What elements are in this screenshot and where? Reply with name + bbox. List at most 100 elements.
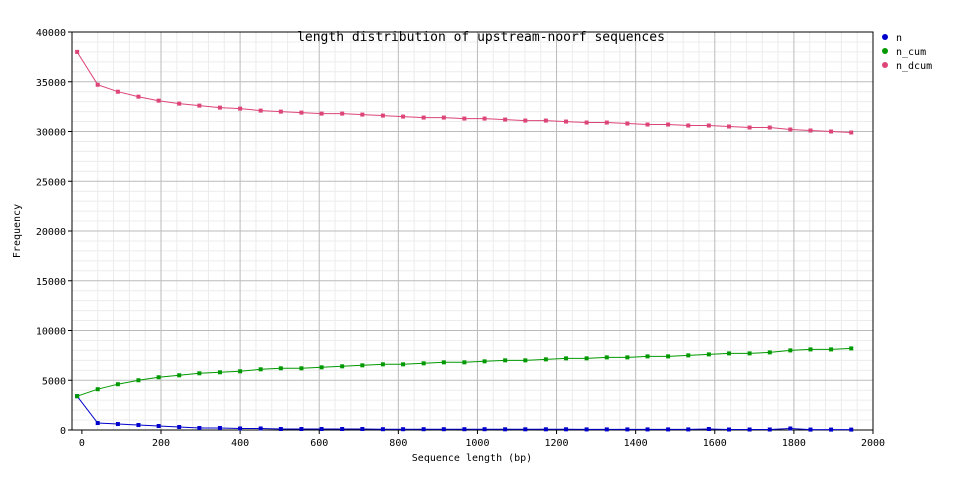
data-point-n-dcum — [747, 125, 752, 130]
data-point-n-cum — [95, 387, 100, 392]
data-point-n — [217, 426, 222, 431]
data-point-n-cum — [421, 361, 426, 366]
data-point-n-dcum — [727, 124, 732, 129]
data-point-n-dcum — [706, 123, 711, 128]
data-point-n-cum — [136, 378, 141, 383]
legend: n n_cum n_dcum — [882, 33, 932, 72]
data-point-n — [706, 427, 711, 432]
data-point-n-cum — [727, 351, 732, 356]
x-axis-label: Sequence length (bp) — [412, 453, 532, 464]
data-point-n-cum — [564, 356, 569, 361]
data-point-n — [177, 425, 182, 430]
x-tick-label: 1400 — [624, 438, 648, 449]
y-tick-label: 10000 — [36, 327, 66, 338]
y-tick-label: 0 — [60, 426, 66, 437]
x-tick-label: 800 — [389, 438, 407, 449]
data-point-n-dcum — [543, 118, 548, 123]
y-tick-label: 30000 — [36, 128, 66, 139]
data-point-n-dcum — [278, 109, 283, 114]
data-point-n-dcum — [75, 49, 80, 54]
data-point-n-dcum — [380, 113, 385, 118]
data-point-n — [767, 427, 772, 432]
data-point-n — [421, 427, 426, 432]
data-point-n — [645, 427, 650, 432]
data-point-n-dcum — [564, 119, 569, 124]
data-point-n — [666, 427, 671, 432]
data-point-n-cum — [604, 355, 609, 360]
data-point-n — [156, 424, 161, 429]
legend-label-n-dcum: n_dcum — [896, 61, 932, 72]
data-point-n — [380, 427, 385, 432]
data-point-n-dcum — [666, 122, 671, 127]
data-point-n — [523, 427, 528, 432]
data-point-n-dcum — [808, 128, 813, 133]
x-tick-label: 1000 — [465, 438, 489, 449]
data-point-n-cum — [360, 363, 365, 368]
data-point-n — [503, 427, 508, 432]
data-point-n-dcum — [584, 120, 589, 125]
data-point-n-dcum — [197, 103, 202, 108]
data-point-n — [299, 427, 304, 432]
data-point-n-dcum — [238, 106, 243, 111]
series-n-cum — [75, 346, 854, 399]
data-point-n — [788, 426, 793, 431]
data-point-n-dcum — [401, 114, 406, 119]
data-point-n-cum — [829, 347, 834, 352]
y-tick-label: 5000 — [42, 376, 66, 387]
legend-marker-n-cum — [882, 48, 888, 54]
major-grid — [72, 32, 873, 430]
data-point-n-cum — [645, 354, 650, 359]
data-point-n — [197, 426, 202, 431]
data-point-n-cum — [584, 356, 589, 361]
series-n — [75, 394, 854, 432]
data-point-n-dcum — [258, 108, 263, 113]
series-layer — [75, 49, 854, 432]
data-point-n-cum — [625, 355, 630, 360]
data-point-n — [584, 427, 589, 432]
data-point-n — [136, 423, 141, 428]
data-point-n-cum — [706, 352, 711, 357]
x-tick-label: 1600 — [703, 438, 727, 449]
data-point-n-cum — [258, 367, 263, 372]
data-point-n-cum — [482, 359, 487, 364]
data-point-n-cum — [238, 369, 243, 374]
x-tick-label: 200 — [152, 438, 170, 449]
data-point-n-dcum — [849, 130, 854, 135]
data-point-n-cum — [401, 362, 406, 367]
x-tick-label: 600 — [310, 438, 328, 449]
data-point-n-cum — [503, 358, 508, 363]
y-tick-label: 35000 — [36, 78, 66, 89]
data-point-n — [115, 422, 120, 427]
data-point-n — [441, 427, 446, 432]
data-point-n — [849, 427, 854, 432]
legend-label-n: n — [896, 33, 902, 44]
data-point-n-cum — [462, 360, 467, 365]
data-point-n — [401, 427, 406, 432]
data-point-n-dcum — [156, 98, 161, 103]
legend-marker-n-dcum — [882, 62, 888, 68]
data-point-n-dcum — [462, 116, 467, 121]
data-point-n-cum — [788, 348, 793, 353]
data-point-n-dcum — [482, 116, 487, 121]
data-point-n — [340, 427, 345, 432]
x-tick-label: 400 — [231, 438, 249, 449]
data-point-n-dcum — [441, 115, 446, 120]
data-point-n-dcum — [95, 82, 100, 87]
data-point-n-dcum — [829, 129, 834, 134]
data-point-n — [482, 427, 487, 432]
data-point-n — [319, 427, 324, 432]
data-point-n — [625, 427, 630, 432]
x-tick-label: 0 — [79, 438, 85, 449]
x-axis-ticks: 0 200 400 600 800 1000 1200 1400 1600 1800 2000 — [79, 430, 885, 449]
chart-title: length distribution of upstream-noorf se… — [297, 30, 665, 45]
data-point-n — [543, 427, 548, 432]
data-point-n — [95, 421, 100, 426]
legend-label-n-cum: n_cum — [896, 47, 926, 58]
y-axis-label: Frequency — [12, 204, 23, 258]
data-point-n-dcum — [421, 115, 426, 120]
data-point-n-dcum — [319, 111, 324, 116]
data-point-n-cum — [380, 362, 385, 367]
data-point-n-cum — [767, 350, 772, 355]
data-point-n-cum — [115, 382, 120, 387]
